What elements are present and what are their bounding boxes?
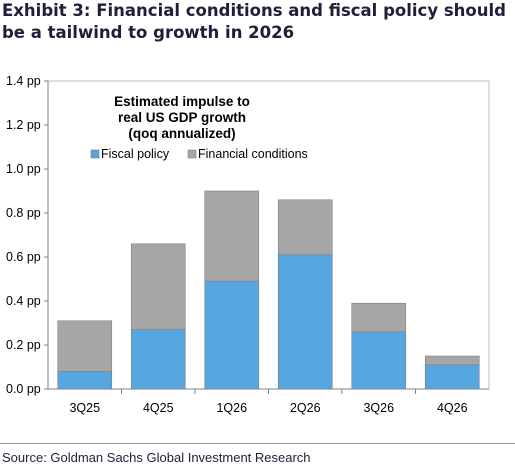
- chart-annotation-line: Estimated impulse to: [114, 94, 250, 109]
- bar-financial-conditions: [130, 243, 186, 330]
- legend-swatch-fiscal-policy: [90, 149, 100, 159]
- bar-fiscal-policy: [130, 329, 186, 390]
- x-tick-label: 1Q26: [216, 401, 247, 415]
- legend-label-financial-conditions: Financial conditions: [198, 147, 308, 161]
- y-tick-label: 0.2 pp: [6, 338, 41, 352]
- chart-annotation-line: (qoq annualized): [128, 126, 235, 141]
- y-tick-label: 0.8 pp: [6, 206, 41, 220]
- bar-fiscal-policy: [277, 254, 333, 390]
- bar-fiscal-policy: [57, 371, 113, 390]
- y-tick-label: 1.2 pp: [6, 118, 41, 132]
- bar-financial-conditions: [277, 199, 333, 256]
- y-tick-label: 0.4 pp: [6, 294, 41, 308]
- x-tick-label: 3Q26: [363, 401, 394, 415]
- bar-financial-conditions: [351, 302, 407, 333]
- plot-frame: [47, 80, 490, 390]
- x-tick-label: 2Q26: [290, 401, 321, 415]
- x-tick-label: 4Q26: [437, 401, 468, 415]
- bar-financial-conditions: [57, 320, 113, 372]
- bar-fiscal-policy: [204, 280, 260, 390]
- stacked-bar-chart: 0.0 pp 0.2 pp 0.4 pp 0.6 pp 0.8 pp 1.0 pp 1.2 …: [6, 74, 490, 415]
- y-tick-label: 0.6 pp: [6, 250, 41, 264]
- y-tick-label: 0.0 pp: [6, 382, 41, 396]
- y-tick-label: 1.4 pp: [6, 74, 41, 88]
- bar-fiscal-policy: [424, 364, 480, 390]
- x-tick-label: 3Q25: [69, 401, 100, 415]
- legend-label-fiscal-policy: Fiscal policy: [101, 147, 170, 161]
- bar-financial-conditions: [204, 190, 260, 282]
- source-note: Source: Goldman Sachs Global Investment …: [2, 450, 311, 465]
- divider: [0, 443, 515, 444]
- x-tick-label: 4Q25: [143, 401, 174, 415]
- chart-annotation-line: real US GDP growth: [118, 110, 246, 125]
- y-tick-label: 1.0 pp: [6, 162, 41, 176]
- bar-financial-conditions: [424, 355, 480, 366]
- bar-fiscal-policy: [351, 331, 407, 390]
- legend-swatch-financial-conditions: [187, 149, 197, 159]
- page-title: Exhibit 3: Financial conditions and fisc…: [2, 1, 506, 42]
